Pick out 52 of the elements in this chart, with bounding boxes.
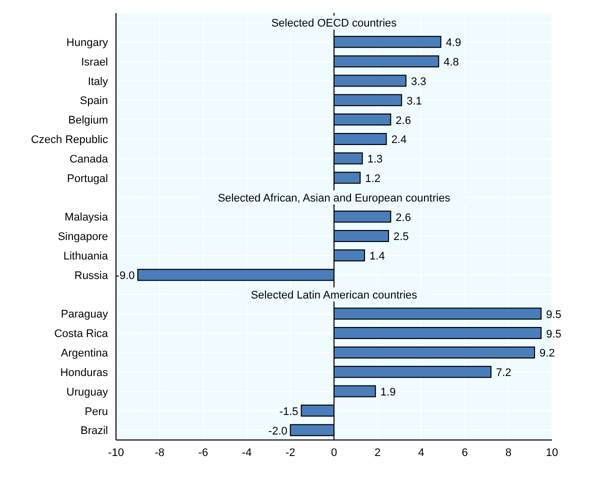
y-tick-label: Honduras [60, 366, 108, 379]
data-label: 1.2 [365, 172, 380, 185]
y-tick-label: Lithuania [63, 250, 109, 263]
y-tick-label: Singapore [58, 231, 108, 244]
data-label: -9.0 [116, 270, 135, 282]
y-tick-label: Italy [88, 76, 108, 88]
y-tick-label: Uruguay [66, 386, 108, 398]
data-label: 1.9 [380, 386, 396, 398]
data-label: 9.2 [540, 348, 555, 360]
y-tick-label: Peru [84, 406, 108, 418]
x-tick-label: 0 [330, 446, 338, 459]
y-tick-label: Brazil [80, 425, 108, 438]
y-tick-label: Canada [69, 153, 109, 166]
data-label: 3.3 [410, 76, 426, 88]
y-tick-label: Belgium [68, 114, 108, 127]
data-label: 2.4 [391, 134, 407, 146]
y-tick-label: Hungary [66, 37, 108, 50]
x-tick-label: -2 [286, 446, 296, 459]
data-label: 4.8 [444, 56, 459, 69]
x-tick-label: 2 [374, 446, 381, 459]
annotation: Selected OECD countries [271, 18, 398, 30]
data-label: 2.6 [396, 114, 411, 127]
x-tick-label: 8 [505, 446, 512, 459]
data-label: -1.5 [279, 406, 298, 418]
data-label: 4.9 [446, 37, 462, 50]
data-label: 9.5 [546, 308, 562, 321]
y-tick-label: Argentina [60, 348, 109, 360]
y-tick-label: Israel [81, 56, 108, 68]
x-tick-label: -10 [108, 446, 124, 459]
y-tick-label: Malaysia [64, 212, 109, 224]
data-label: 2.6 [396, 212, 411, 224]
annotation: Selected Latin American countries [250, 289, 418, 302]
y-tick-label: Paraguay [60, 308, 108, 321]
data-label: 3.1 [406, 95, 422, 108]
y-tick-label: Portugal [67, 172, 108, 185]
annotation: Selected African, Asian and European countries [218, 192, 451, 204]
x-tick-label: 6 [462, 446, 468, 459]
x-tick-label: 4 [418, 446, 424, 459]
y-tick-label: Russia [74, 270, 109, 282]
data-label: 7.2 [496, 367, 512, 380]
x-tick-label: 10 [546, 446, 558, 459]
x-tick-label: -4 [242, 446, 252, 459]
data-label: -2.0 [268, 425, 288, 438]
data-label: 9.5 [546, 328, 562, 340]
y-tick-label: Czech Republic [30, 134, 108, 146]
x-tick-label: -8 [154, 446, 164, 459]
data-label: 2.5 [394, 231, 409, 244]
data-label: 1.3 [367, 154, 383, 166]
y-tick-label: Costa Rica [54, 328, 109, 340]
y-tick-label: Spain [80, 95, 108, 108]
data-label: 1.4 [370, 250, 385, 263]
x-tick-label: -6 [198, 446, 208, 459]
